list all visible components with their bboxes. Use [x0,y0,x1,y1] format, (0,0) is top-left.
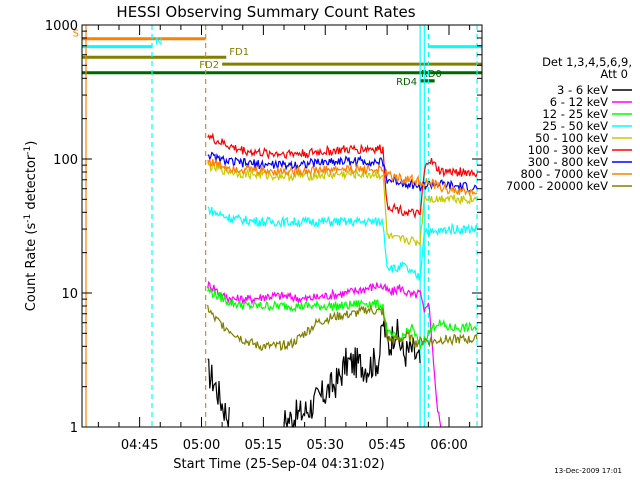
series-line [207,132,478,220]
y-axis-label: Count Rate (s-1 detector-1) [23,141,39,312]
timestamp: 13-Dec-2009 17:01 [554,467,622,475]
plot-frame [81,24,483,428]
axis-ticks: 1 10 100 1000 04:45 05:00 05:15 05:30 05:45 06:00 [45,19,482,453]
legend-label: 3 - 6 keV [557,83,608,97]
x-tick-label: 04:45 [121,438,158,453]
flag-label: FD2 [199,60,219,71]
flag-label: RD4 [396,77,417,88]
flag-label: S [73,29,79,40]
series-line [207,206,478,281]
y-tick-label: 1000 [45,19,78,34]
chart-title: HESSI Observing Summary Count Rates [116,3,415,21]
legend-label: 7000 - 20000 keV [506,179,608,193]
x-tick-label: 05:30 [307,438,344,453]
legend-title-line-1: Det 1,3,4,5,6,9, [542,55,632,69]
x-tick-label: 05:00 [183,438,220,453]
legend-label: 6 - 12 keV [550,95,608,109]
x-tick-label: 05:15 [245,438,282,453]
legend-label: 300 - 800 keV [528,155,608,169]
series-line [207,318,421,428]
flag-bars: S N FD1 FD2 RD0 RD4 [73,29,482,88]
data-series [207,132,478,428]
series-line [207,157,478,198]
legend-label: 100 - 300 keV [528,143,608,157]
y-tick-label: 1 [70,421,78,436]
y-tick-label: 100 [53,153,78,168]
flag-label: RD0 [421,69,442,80]
legend-title-line-2: Att 0 [600,67,628,81]
series-line [207,161,478,246]
legend-label: 800 - 7000 keV [520,167,608,181]
series-line [207,286,478,350]
legend-label: 25 - 50 keV [542,119,608,133]
legend-label: 12 - 25 keV [542,107,608,121]
x-tick-label: 05:45 [368,438,405,453]
flag-label: N [155,37,162,48]
x-tick-label: 06:00 [430,438,467,453]
flag-label: FD1 [229,47,249,58]
series-line [207,280,442,428]
x-axis-label: Start Time (25-Sep-04 04:31:02) [173,457,384,472]
legend-label: 50 - 100 keV [535,131,608,145]
series-line [207,304,478,352]
y-tick-label: 10 [61,287,78,302]
